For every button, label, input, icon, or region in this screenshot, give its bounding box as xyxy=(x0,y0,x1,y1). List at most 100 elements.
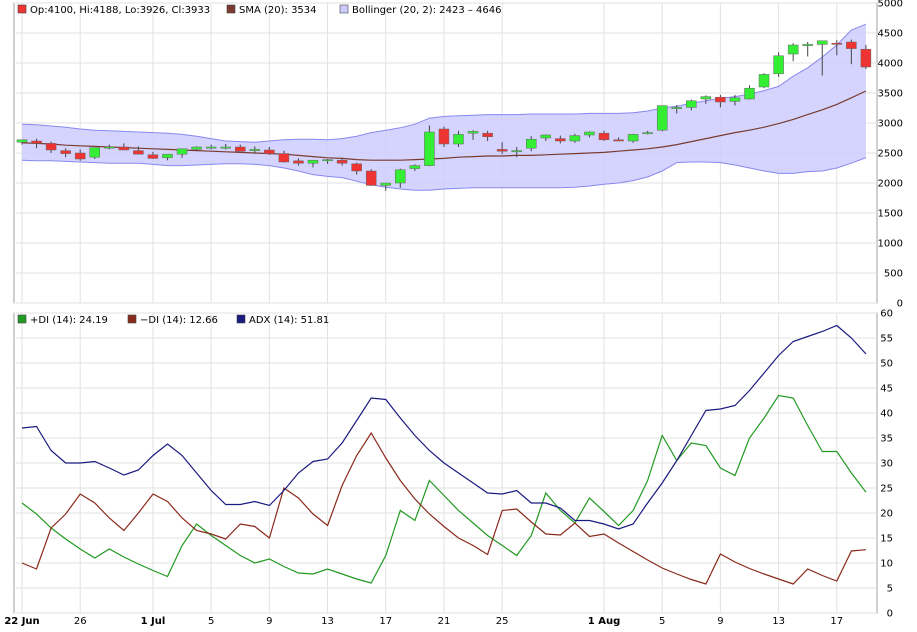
candle xyxy=(860,45,872,69)
candle xyxy=(831,40,843,56)
x-tick-label: 21 xyxy=(438,616,451,627)
ind-y-tick-label: 30 xyxy=(880,459,893,470)
candle-body xyxy=(758,74,770,88)
x-tick-label: 9 xyxy=(266,616,272,627)
price-y-tick-label: 2500 xyxy=(878,149,903,160)
x-tick-label: 5 xyxy=(208,616,214,627)
x-tick-label: 25 xyxy=(496,616,509,627)
candle-body xyxy=(133,150,144,155)
candle xyxy=(278,150,290,163)
candle xyxy=(700,95,712,104)
candle-body xyxy=(191,146,202,150)
candle xyxy=(627,133,639,143)
candle-body xyxy=(16,139,28,143)
x-tick-label: 13 xyxy=(321,616,334,627)
candle-body xyxy=(409,165,421,169)
ind-y-tick-label: 40 xyxy=(880,409,893,420)
candle-body xyxy=(700,96,712,100)
candle-body xyxy=(278,153,290,163)
price-y-axis: 0 500 1000 1500 2000 2500 3000 3500 4000 4500 5000 xyxy=(878,0,903,310)
candle xyxy=(133,146,144,155)
candle-body xyxy=(424,131,435,166)
candle xyxy=(438,126,450,147)
candle-body xyxy=(831,42,843,45)
candle xyxy=(511,147,522,158)
candle xyxy=(744,85,755,100)
candle xyxy=(802,42,813,57)
adx-line xyxy=(21,324,867,530)
candle xyxy=(45,141,57,153)
plus-di-line xyxy=(21,394,867,584)
candle-body xyxy=(380,182,391,186)
candle-body xyxy=(817,40,828,45)
ind-y-tick-label: 20 xyxy=(880,509,893,520)
candle-body xyxy=(205,146,217,149)
candle xyxy=(322,159,333,164)
indicator-lines xyxy=(21,324,867,585)
price-legend-swatch-bollinger xyxy=(339,4,349,14)
candle xyxy=(671,105,682,114)
ind-y-tick-label: 50 xyxy=(880,359,893,370)
candle xyxy=(351,162,362,175)
candle-body xyxy=(540,134,552,139)
candle xyxy=(540,134,552,141)
indicator-gridlines xyxy=(14,312,877,614)
candle xyxy=(758,73,770,89)
minus-di-line xyxy=(21,431,866,585)
candle-body xyxy=(322,159,333,162)
candle xyxy=(496,142,508,155)
candle xyxy=(191,146,202,151)
x-tick-label: 13 xyxy=(772,616,785,627)
ind-y-tick-label: 35 xyxy=(880,434,893,445)
candle xyxy=(205,144,217,150)
candle-body xyxy=(656,105,668,131)
ind-y-tick-label: 10 xyxy=(880,559,893,570)
price-legend-swatch-ohlc xyxy=(17,4,27,14)
x-axis: 22 Jun 26 1 Jul 5 9 13 17 21 25 1 Aug 5 9 13 17 xyxy=(4,616,843,627)
candle xyxy=(467,130,479,140)
x-tick-label: 22 Jun xyxy=(4,616,39,627)
candle-body xyxy=(642,132,653,135)
candle-body xyxy=(467,131,479,134)
candle-body xyxy=(104,146,115,149)
candle-body xyxy=(31,140,42,144)
candle-body xyxy=(715,96,726,103)
candle xyxy=(365,169,377,186)
candle-body xyxy=(584,131,595,136)
candle-body xyxy=(45,143,57,151)
candle-body xyxy=(60,150,71,154)
candle xyxy=(147,151,159,159)
price-legend-ohlc: Op:4100, Hi:4188, Lo:3926, Cl:3933 xyxy=(30,5,210,16)
candle xyxy=(424,125,435,167)
price-y-tick-label: 4000 xyxy=(878,59,903,70)
candle xyxy=(773,52,784,77)
indicator-legend: +DI (14): 24.19 −DI (14): 12.66 ADX (14)… xyxy=(17,314,329,326)
price-y-tick-label: 0 xyxy=(897,299,903,310)
price-panel: 0 500 1000 1500 2000 2500 3000 3500 4000 4500 5000… xyxy=(13,0,903,310)
candle xyxy=(336,158,348,166)
bollinger-band-fill xyxy=(22,24,866,191)
candle-body xyxy=(627,134,639,142)
bollinger-lower-line xyxy=(21,157,867,191)
ind-legend-plus-di: +DI (14): 24.19 xyxy=(30,315,108,326)
candle-body xyxy=(729,97,741,102)
ind-y-tick-label: 45 xyxy=(880,384,893,395)
candle-body xyxy=(438,128,450,145)
candle-body xyxy=(118,146,130,151)
candle-body xyxy=(686,100,697,108)
candle xyxy=(89,147,100,159)
candle-body xyxy=(511,150,522,153)
price-y-tick-label: 1500 xyxy=(878,209,903,220)
candle xyxy=(395,168,406,188)
candle-body xyxy=(773,55,784,75)
candle xyxy=(613,137,624,142)
price-y-tick-label: 5000 xyxy=(878,0,903,10)
candle-body xyxy=(249,149,261,151)
candle xyxy=(176,148,188,158)
indicator-panel: 0 5 10 15 20 25 30 35 40 45 50 55 60 +DI (14): 24.19… xyxy=(13,309,893,620)
candle xyxy=(249,146,261,154)
ind-y-tick-label: 55 xyxy=(880,334,893,345)
candle xyxy=(584,131,595,138)
price-y-tick-label: 3500 xyxy=(878,89,903,100)
ind-legend-swatch-minus-di xyxy=(127,314,137,324)
